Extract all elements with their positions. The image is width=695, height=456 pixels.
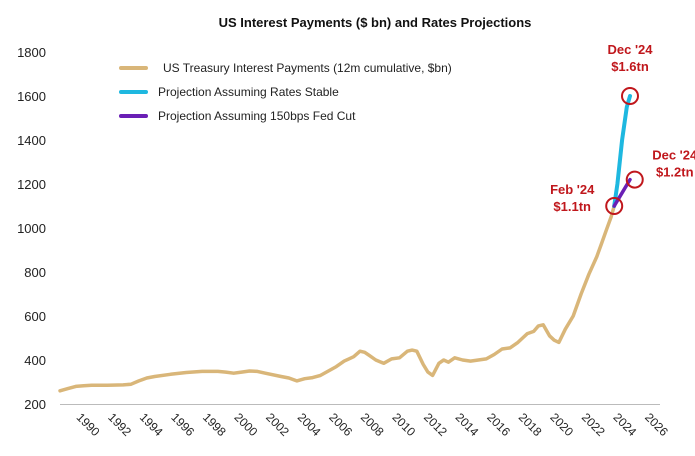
x-tick-label: 2026 — [642, 410, 671, 439]
annotation-label: $1.6tn — [611, 59, 649, 74]
y-tick-label: 600 — [24, 309, 46, 324]
x-tick-label: 1992 — [105, 410, 134, 439]
x-tick-label: 2024 — [611, 410, 640, 439]
x-tick-label: 2002 — [263, 410, 292, 439]
y-tick-label: 1600 — [17, 89, 46, 104]
annotations: Dec '24 $1.6tn Dec '24 $1.2tn Feb '24 $1.1tn — [550, 42, 695, 215]
highlight-circle — [625, 170, 644, 189]
legend-label: Projection Assuming 150bps Fed Cut — [158, 109, 356, 123]
chart-title: US Interest Payments ($ bn) and Rates Pr… — [219, 15, 532, 30]
annotation-label: $1.2tn — [656, 165, 694, 180]
legend-label: Projection Assuming Rates Stable — [158, 85, 339, 99]
y-tick-label: 1000 — [17, 221, 46, 236]
y-tick-label: 1200 — [17, 177, 46, 192]
series-lines — [58, 94, 632, 393]
y-tick-label: 800 — [24, 265, 46, 280]
x-tick-label: 2014 — [453, 410, 482, 439]
annotation-label: Dec '24 — [652, 148, 695, 163]
x-tick-label: 2006 — [326, 410, 355, 439]
x-tick-label: 1998 — [200, 410, 229, 439]
x-tick-label: 2016 — [484, 410, 513, 439]
x-tick-label: 2004 — [295, 410, 324, 439]
y-axis: 200 400 600 800 1000 1200 1400 1600 1800 — [17, 45, 46, 412]
x-tick-label: 2000 — [232, 410, 261, 439]
x-tick-label: 2010 — [389, 410, 418, 439]
x-tick-label: 2008 — [358, 410, 387, 439]
annotation-label: $1.1tn — [553, 199, 591, 214]
y-tick-label: 1400 — [17, 133, 46, 148]
y-tick-label: 400 — [24, 353, 46, 368]
annotation-label: Feb '24 — [550, 182, 595, 197]
x-tick-label: 2012 — [421, 410, 450, 439]
x-tick-label: 1996 — [168, 410, 197, 439]
legend-label: US Treasury Interest Payments (12m cumul… — [163, 61, 452, 75]
annotation-label: Dec '24 — [607, 42, 653, 57]
highlight-circle — [605, 197, 624, 215]
highlight-circle — [621, 87, 639, 105]
legend: US Treasury Interest Payments (12m cumul… — [119, 61, 452, 123]
x-tick-label: 2020 — [547, 410, 576, 439]
x-tick-label: 2022 — [579, 410, 608, 439]
x-tick-label: 2018 — [516, 410, 545, 439]
x-tick-label: 1990 — [74, 410, 103, 439]
y-tick-label: 200 — [24, 397, 46, 412]
series-line-1 — [58, 204, 616, 393]
x-axis: 1990 1992 1994 1996 1998 2000 2002 2004 2006 2008… — [74, 410, 671, 439]
y-tick-label: 1800 — [17, 45, 46, 60]
x-tick-label: 1994 — [137, 410, 166, 439]
